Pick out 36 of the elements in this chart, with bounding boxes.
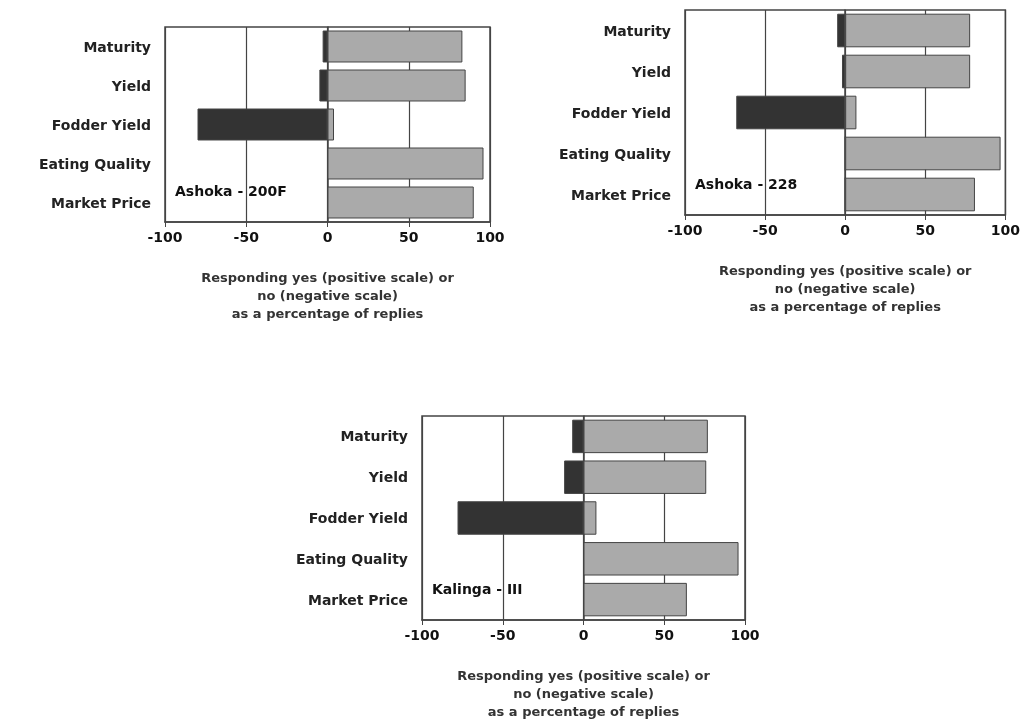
annotation: Ashoka - 200F — [175, 183, 287, 199]
y-tick-label: Market Price — [570, 186, 671, 203]
x-tick-label: -100 — [404, 627, 440, 643]
y-tick-label: Maturity — [83, 38, 151, 55]
x-tick-label: -100 — [667, 222, 703, 238]
y-tick-label: Eating Quality — [295, 550, 408, 567]
x-tick-label: 50 — [399, 229, 419, 245]
x-tick-label: 0 — [578, 627, 589, 643]
y-tick-label: Market Price — [307, 591, 408, 608]
y-tick-label: Fodder Yield — [571, 104, 671, 121]
y-tick-label: Eating Quality — [38, 155, 151, 172]
y-tick-label: Market Price — [50, 194, 151, 211]
y-tick-label: Yield — [367, 469, 408, 486]
y-tick-label: Yield — [110, 77, 151, 94]
x-tick-label: -50 — [490, 627, 516, 643]
y-tick-label: Fodder Yield — [308, 510, 408, 526]
y-tick-label: Maturity — [340, 428, 408, 445]
x-tick-label: 0 — [840, 222, 851, 238]
x-tick-label: -50 — [752, 222, 778, 238]
x-tick-label: 100 — [730, 627, 760, 643]
x-tick-label: -100 — [147, 229, 183, 245]
y-tick-label: Eating Quality — [558, 145, 671, 162]
x-axis-title: Responding yes (positive scale) or no (negative scale) as a percentage of replies — [718, 262, 973, 314]
x-axis-title: Responding yes (positive scale) or no (negative scale) as a percentage of replies — [457, 667, 711, 719]
y-tick-label: Fodder Yield — [51, 116, 151, 133]
x-tick-label: -50 — [233, 229, 260, 245]
x-axis-title: Responding yes (positive scale) or no (negative scale) as a percentage of replies — [201, 269, 455, 321]
x-tick-label: 50 — [654, 627, 675, 643]
x-tick-label: 0 — [322, 229, 333, 245]
annotation: Kalinga - III — [432, 581, 523, 597]
x-tick-label: 100 — [990, 222, 1021, 238]
y-tick-label: Maturity — [603, 22, 671, 39]
x-tick-label: 50 — [915, 222, 936, 238]
y-tick-label: Yield — [630, 63, 671, 80]
x-tick-label: 100 — [475, 229, 505, 245]
annotation: Ashoka - 228 — [695, 176, 798, 192]
